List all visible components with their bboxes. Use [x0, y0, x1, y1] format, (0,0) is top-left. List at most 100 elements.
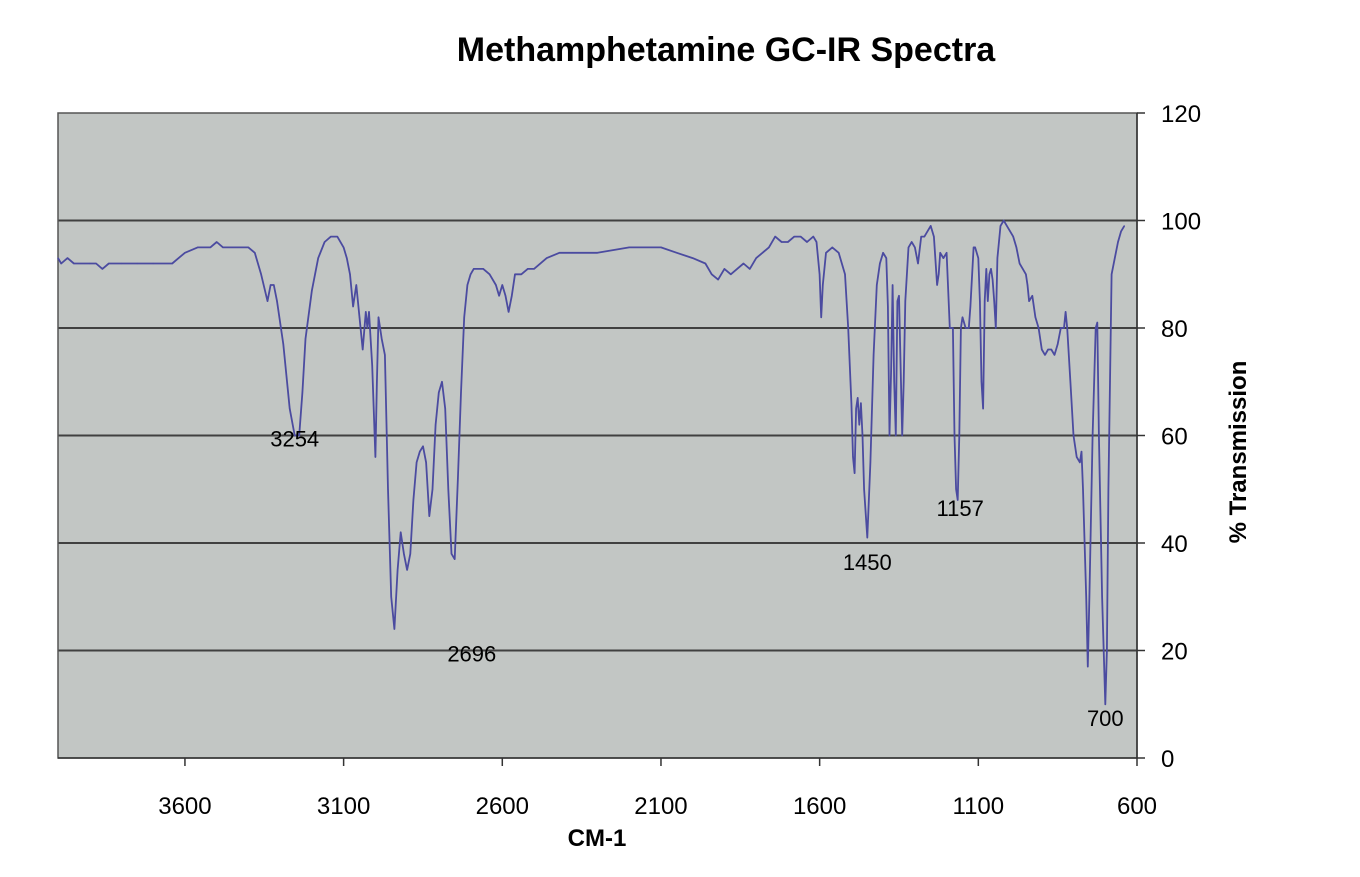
spectrum-point [1117, 241, 1119, 243]
y-tick-label-60: 60 [1161, 424, 1188, 451]
spectrum-point [999, 225, 1002, 227]
spectrum-point [742, 262, 745, 265]
spectrum-point [89, 262, 91, 265]
spectrum-point [171, 262, 173, 265]
x-tick-label-1600: 1600 [793, 793, 846, 820]
spectrum-point [898, 295, 900, 297]
spectrum-point [895, 434, 897, 437]
spectrum-point [152, 262, 154, 265]
spectrum-point [863, 488, 865, 490]
spectrum-point [1098, 434, 1100, 437]
spectrum-point [1074, 445, 1076, 447]
spectrum-point [1065, 311, 1067, 313]
spectrum-point [890, 370, 892, 372]
spectrum-point [393, 628, 395, 630]
spectrum-point [911, 241, 913, 243]
spectrum-point [473, 268, 475, 270]
spectrum-point [441, 381, 443, 383]
spectrum-point [893, 381, 895, 383]
spectrum-point [1066, 327, 1068, 329]
spectrum-point [957, 499, 959, 501]
spectrum-point [892, 284, 894, 286]
spectrum-point [108, 262, 110, 265]
spectrum-point [1057, 343, 1059, 345]
spectrum-point [815, 241, 818, 243]
spectrum-point [1022, 268, 1024, 270]
spectrum-point [955, 488, 957, 490]
spectrum-point [812, 236, 814, 238]
spectrum-point [1087, 666, 1089, 668]
spectrum-point [852, 456, 854, 458]
spectrum-point [362, 348, 364, 351]
spectrum-point [270, 284, 272, 286]
spectrum-point [298, 434, 300, 437]
x-axis-label: CM-1 [568, 825, 627, 852]
spectrum-point [390, 596, 392, 598]
spectrum-point [800, 236, 802, 238]
spectrum-point [949, 327, 951, 329]
spectrum-point [1003, 219, 1005, 222]
axes [57, 112, 1145, 766]
spectrum-point [260, 273, 262, 275]
spectrum-point [511, 295, 513, 297]
spectrum-point [508, 311, 510, 313]
spectrum-point [876, 284, 878, 286]
spectrum-point [428, 515, 430, 517]
spectrum-point [1096, 322, 1098, 324]
spectrum-point [254, 252, 256, 254]
spectrum-point [676, 252, 678, 254]
spectrum-point [990, 268, 992, 270]
spectrum-point [857, 397, 859, 399]
spectrum-point [854, 472, 856, 474]
spectrum-point [384, 354, 386, 356]
spectrum-point [1019, 262, 1021, 265]
spectrum-point [501, 284, 503, 286]
spectrum-point [95, 262, 97, 265]
spectrum-point [209, 246, 211, 248]
spectrum-point [774, 236, 776, 238]
spectrum-point [965, 327, 967, 329]
spectrum-point [466, 284, 468, 286]
spectrum-point [343, 246, 345, 248]
spectrum-point [400, 531, 402, 533]
spectrum-point [968, 327, 970, 329]
spectrum-point [596, 252, 599, 254]
spectrum-point [730, 273, 732, 275]
spectrum-point [101, 268, 103, 270]
spectrum-point [422, 445, 424, 447]
spectrum-point [806, 241, 808, 243]
spectrum-point [454, 558, 456, 560]
spectrum-point [397, 569, 399, 571]
spectrum-point [377, 316, 380, 318]
spectrum-point [869, 461, 872, 463]
spectrum-point [324, 241, 326, 243]
spectrum-point [57, 257, 59, 259]
spectrum-point [231, 246, 234, 248]
spectrum-point [355, 284, 357, 286]
spectrum-point [419, 451, 421, 453]
spectrum-point [850, 402, 853, 404]
spectrum-point [896, 300, 899, 302]
spectrum-point [1079, 461, 1081, 463]
spectrum-point [463, 316, 465, 318]
spectrum-point [979, 300, 981, 302]
spectrum-point [1069, 381, 1071, 383]
spectrum-point [992, 279, 994, 281]
spectrum-point [311, 289, 313, 291]
spectrum-point [711, 273, 713, 275]
spectrum-point [1038, 327, 1040, 329]
spectrum-point [969, 305, 972, 308]
spectrum-point [1085, 596, 1087, 598]
spectrum-point [460, 391, 462, 394]
spectrum-point [409, 553, 411, 555]
y-tick-label-0: 0 [1161, 746, 1174, 773]
spectrum-point [819, 273, 821, 275]
spectrum-point [888, 434, 891, 437]
spectrum-point [533, 268, 535, 270]
spectrum-point [470, 273, 472, 275]
spectrum-point [917, 262, 919, 265]
spectrum-point [1041, 348, 1043, 351]
spectrum-point [381, 338, 383, 340]
spectrum-point [489, 273, 491, 275]
